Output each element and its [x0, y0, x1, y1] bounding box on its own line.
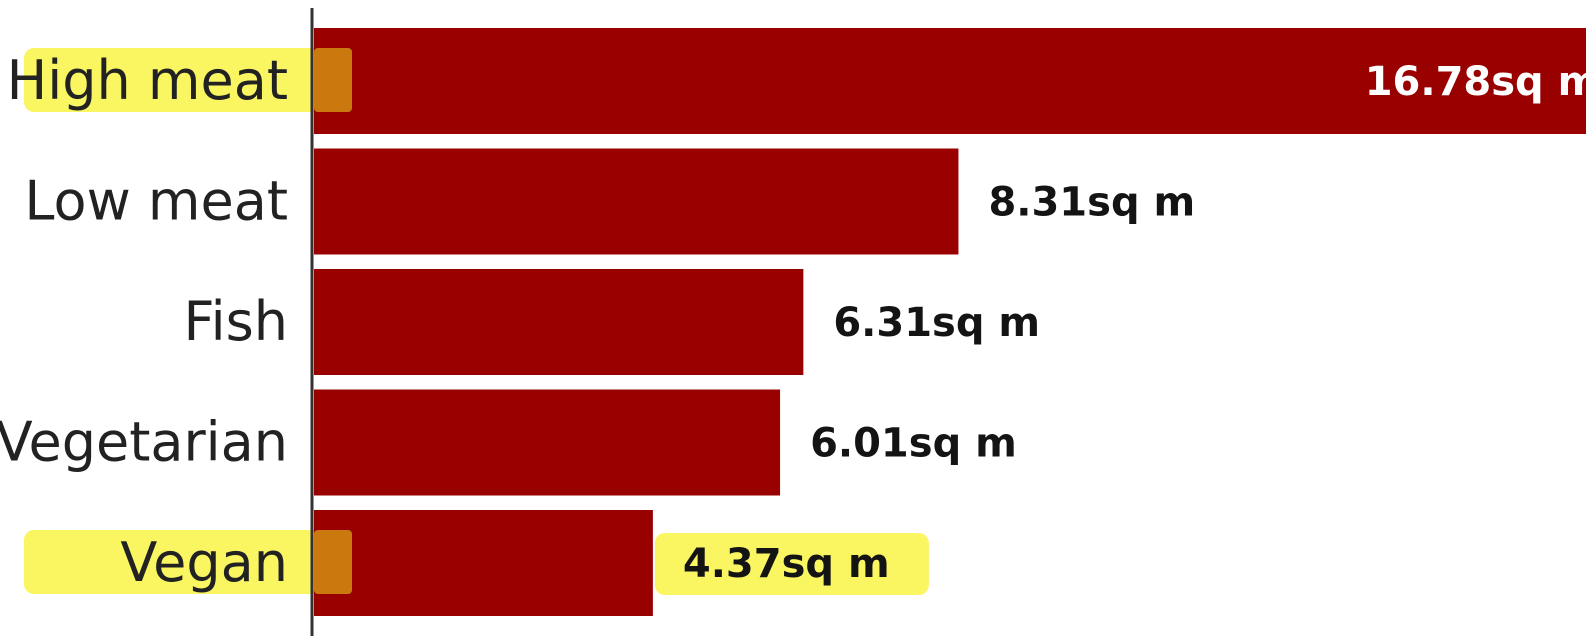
category-label-vegetarian: Vegetarian	[0, 411, 288, 474]
value-label-vegetarian: 6.01sq m	[810, 421, 1017, 467]
value-label-low-meat: 8.31sq m	[988, 180, 1195, 226]
highlighter-marks	[24, 48, 929, 595]
value-label-fish: 6.31sq m	[833, 300, 1040, 346]
bar-low-meat	[314, 148, 959, 255]
bar-vegan	[314, 510, 653, 616]
highlight-vegan-overlap	[314, 530, 352, 594]
value-label-high-meat: 16.78sq m	[1365, 59, 1586, 105]
highlight-high-meat-label	[24, 48, 328, 112]
highlight-value-vegan	[654, 533, 929, 595]
category-label-vegan: Vegan	[120, 531, 288, 594]
highlight-high-meat-overlap	[314, 48, 352, 112]
value-label-vegan: 4.37sq m	[683, 541, 890, 587]
category-label-fish: Fish	[184, 290, 289, 353]
category-label-low-meat: Low meat	[24, 170, 288, 233]
category-label-high-meat: High meat	[7, 49, 288, 112]
bar-high-meat	[314, 28, 1586, 134]
bar-fish	[314, 269, 804, 375]
bar-vegetarian	[314, 389, 781, 496]
highlight-vegan-label	[24, 530, 328, 594]
